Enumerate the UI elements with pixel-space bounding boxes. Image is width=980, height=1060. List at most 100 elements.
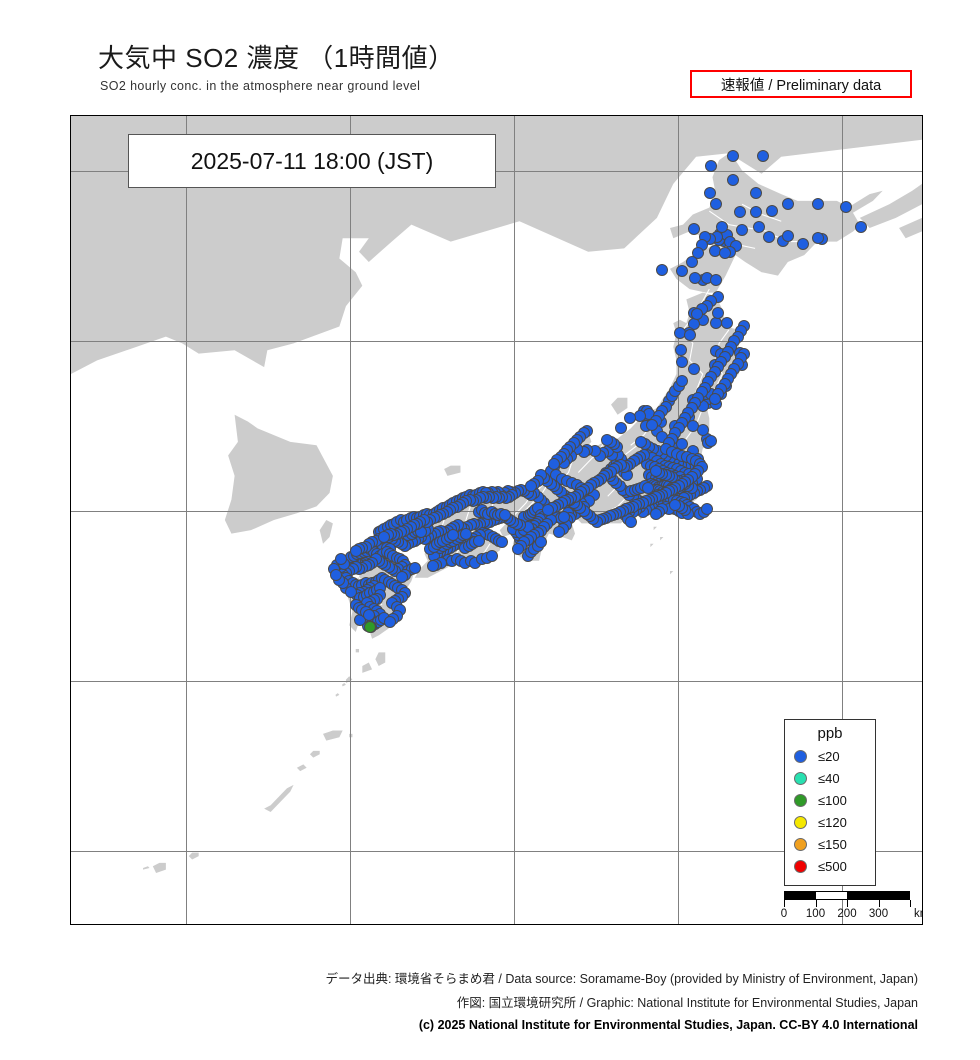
axis-tick xyxy=(922,307,923,308)
station-point xyxy=(766,204,779,217)
station-point xyxy=(649,507,662,520)
axis-tick xyxy=(908,924,909,925)
scale-bar-segment xyxy=(847,892,878,899)
legend-swatch-icon xyxy=(794,837,807,851)
axis-tick xyxy=(284,115,285,116)
station-point xyxy=(735,224,748,236)
station-point xyxy=(750,206,762,219)
scale-bar-tick xyxy=(910,900,911,907)
station-point xyxy=(334,553,347,566)
scale-bar-segment xyxy=(785,892,816,899)
axis-tick xyxy=(70,477,71,478)
legend-label: ≤150 xyxy=(818,836,847,852)
axis-tick xyxy=(922,579,923,580)
axis-tick xyxy=(547,924,548,925)
station-point xyxy=(498,508,511,521)
station-point xyxy=(646,419,659,431)
axis-tick xyxy=(70,273,71,274)
axis-tick xyxy=(153,924,154,925)
legend-row: ≤40 xyxy=(785,767,875,789)
scale-bar-tick xyxy=(815,900,817,907)
axis-tick xyxy=(70,919,71,920)
station-point xyxy=(675,264,688,277)
graticule-parallel xyxy=(71,851,922,853)
axis-tick xyxy=(922,205,923,206)
axis-tick xyxy=(776,115,777,116)
axis-tick xyxy=(70,409,71,410)
station-point xyxy=(349,544,362,557)
legend-row: ≤120 xyxy=(785,811,875,833)
station-point xyxy=(709,197,722,210)
station-point xyxy=(496,536,509,549)
axis-tick xyxy=(922,273,923,274)
scale-bar-segment xyxy=(878,892,909,899)
footer-data-source: データ出典: 環境省そらまめ君 / Data source: Soramame-… xyxy=(325,972,918,986)
station-point xyxy=(781,197,794,210)
legend-row: ≤20 xyxy=(785,745,875,767)
station-point xyxy=(716,220,729,233)
axis-tick xyxy=(317,115,318,116)
scale-bar-labels: 0 100 200 300 km xyxy=(781,908,922,924)
legend-label: ≤120 xyxy=(818,814,847,830)
station-point xyxy=(709,274,722,286)
axis-tick xyxy=(70,851,71,852)
station-point xyxy=(383,616,396,629)
station-point xyxy=(721,316,734,329)
axis-tick xyxy=(70,205,71,206)
legend-row: ≤150 xyxy=(785,833,875,855)
axis-tick xyxy=(711,924,712,925)
scale-bar-ticks xyxy=(784,900,911,907)
axis-tick xyxy=(448,115,449,116)
axis-tick xyxy=(219,924,220,925)
scale-bar-segment xyxy=(816,892,847,899)
station-point xyxy=(705,435,718,447)
axis-tick xyxy=(922,647,923,648)
axis-tick xyxy=(922,715,923,716)
station-point xyxy=(675,374,688,387)
station-point xyxy=(395,571,408,584)
station-point xyxy=(557,510,570,523)
axis-tick xyxy=(317,924,318,925)
scale-bar: 0 100 200 300 km xyxy=(781,891,922,924)
station-point xyxy=(362,608,375,621)
axis-tick xyxy=(70,749,71,750)
station-point xyxy=(753,220,766,233)
axis-tick xyxy=(875,115,876,116)
axis-tick xyxy=(922,749,923,750)
station-point xyxy=(727,150,740,163)
station-point xyxy=(708,393,721,406)
legend: ppb ≤20 ≤40 ≤100 ≤120 ≤150 ≤500 xyxy=(784,719,876,886)
axis-tick xyxy=(842,115,843,116)
axis-tick xyxy=(744,115,745,116)
scale-bar-tick-label: 300 xyxy=(868,908,889,920)
axis-tick xyxy=(922,341,923,342)
preliminary-data-label: 速報値 / Preliminary data xyxy=(720,77,882,94)
station-point xyxy=(691,308,703,321)
footer-copyright: (c) 2025 National Institute for Environm… xyxy=(418,1018,918,1032)
timestamp-label: 2025-07-11 18:00 (JST) xyxy=(190,147,434,174)
station-point xyxy=(855,221,867,234)
legend-row: ≤500 xyxy=(785,855,875,877)
axis-tick xyxy=(350,924,351,925)
preliminary-data-badge: 速報値 / Preliminary data xyxy=(690,70,912,98)
axis-tick xyxy=(70,545,71,546)
station-point xyxy=(542,504,555,517)
axis-tick xyxy=(922,885,923,886)
scale-bar-tick xyxy=(784,900,785,907)
axis-tick xyxy=(514,924,515,925)
station-point xyxy=(718,246,731,259)
axis-tick xyxy=(251,115,252,116)
axis-tick xyxy=(922,136,923,137)
axis-tick xyxy=(70,783,71,784)
graticule-parallel xyxy=(71,340,922,342)
map-plot-area[interactable]: 45°N40°N35°N30°N25°N125°E130°E135°E140°E… xyxy=(70,115,923,925)
station-point xyxy=(700,503,713,516)
axis-tick xyxy=(70,715,71,716)
station-point xyxy=(687,362,700,375)
axis-tick xyxy=(350,115,351,116)
scale-bar-unit-label: km xyxy=(914,908,922,920)
scale-bar-tick-label: 200 xyxy=(837,908,857,920)
legend-title: ppb xyxy=(817,725,843,742)
legend-swatch-icon xyxy=(794,815,807,829)
scale-bar-tick xyxy=(878,900,880,907)
